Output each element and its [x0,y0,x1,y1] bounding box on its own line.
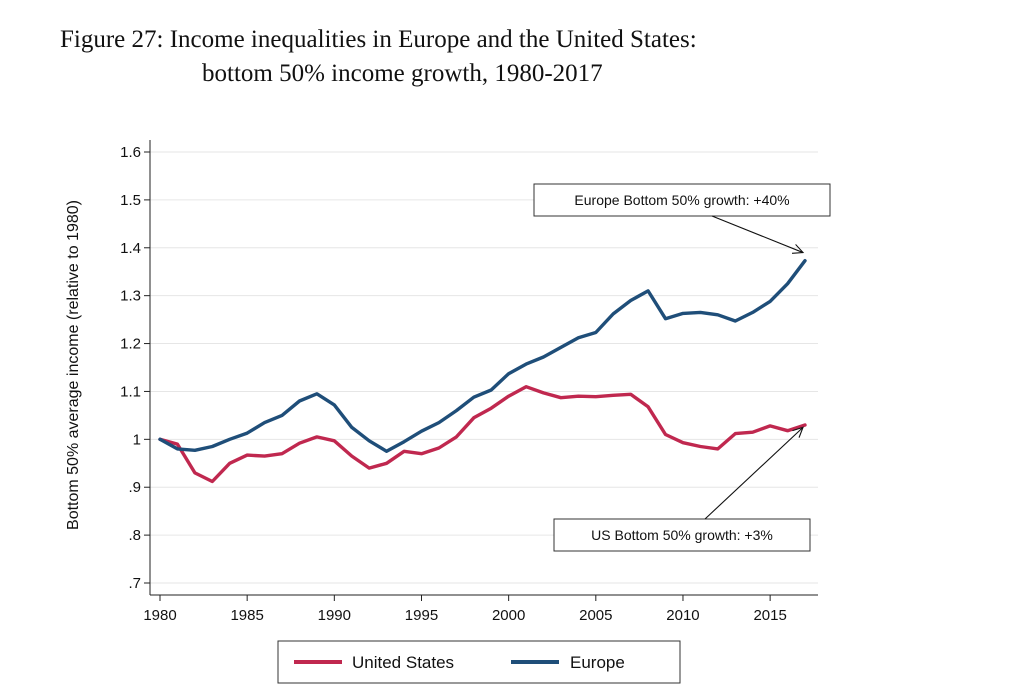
annotation-europe-box [533,183,831,217]
chart-title-line-1: Figure 27: Income inequalities in Europe… [60,26,697,53]
annotation-us-text: US Bottom 50% growth: +3% [591,527,773,543]
series-line-europe [158,259,807,453]
annotation-us-arrow [704,426,804,520]
legend-box [277,640,681,684]
x-tick-label: 2005 [579,607,612,624]
x-tick-label: 1985 [230,607,263,624]
y-tick-label: .8 [128,527,141,544]
y-tick-label: 1.4 [120,240,141,257]
grid-lines [150,151,818,584]
y-tick-label: 1.1 [120,383,141,400]
legend-label-united-states: United States [352,653,454,672]
legend-label-europe: Europe [570,653,625,672]
x-tick-label: 2000 [492,607,525,624]
x-tick-label: 1995 [405,607,438,624]
y-tick-label: 1 [133,431,141,448]
annotation-europe-arrowhead [791,244,805,254]
y-tick-label: .7 [128,575,141,592]
y-tick-label: 1.6 [120,144,141,161]
y-axis-label: Bottom 50% average income (relative to 1… [65,200,82,530]
chart-title-line-2: bottom 50% income growth, 1980-2017 [202,60,603,87]
annotation-europe-arrow [711,215,804,254]
y-tick-label: 1.2 [120,336,141,353]
annotation-europe-text: Europe Bottom 50% growth: +40% [574,192,789,208]
x-tick-label: 2010 [666,607,699,624]
annotation-us: US Bottom 50% growth: +3% [553,426,811,552]
x-axis-ticks: 1980 1985 1990 1995 2000 2005 2010 2015 [143,595,787,624]
y-tick-label: 1.3 [120,288,141,305]
annotation-us-arrowhead [792,426,804,438]
x-tick-label: 2015 [753,607,786,624]
annotation-us-box [553,518,811,552]
series-line-united-states [158,385,807,484]
y-tick-label: .9 [128,479,141,496]
y-axis-ticks: .7 .8 .9 1 1.1 1.2 1.3 1.4 1.5 1.6 [120,144,150,592]
x-tick-label: 1980 [143,607,176,624]
y-tick-label: 1.5 [120,192,141,209]
x-tick-label: 1990 [318,607,351,624]
annotation-europe: Europe Bottom 50% growth: +40% [533,183,831,254]
legend: United States Europe [277,640,681,684]
series-lines [158,259,807,484]
